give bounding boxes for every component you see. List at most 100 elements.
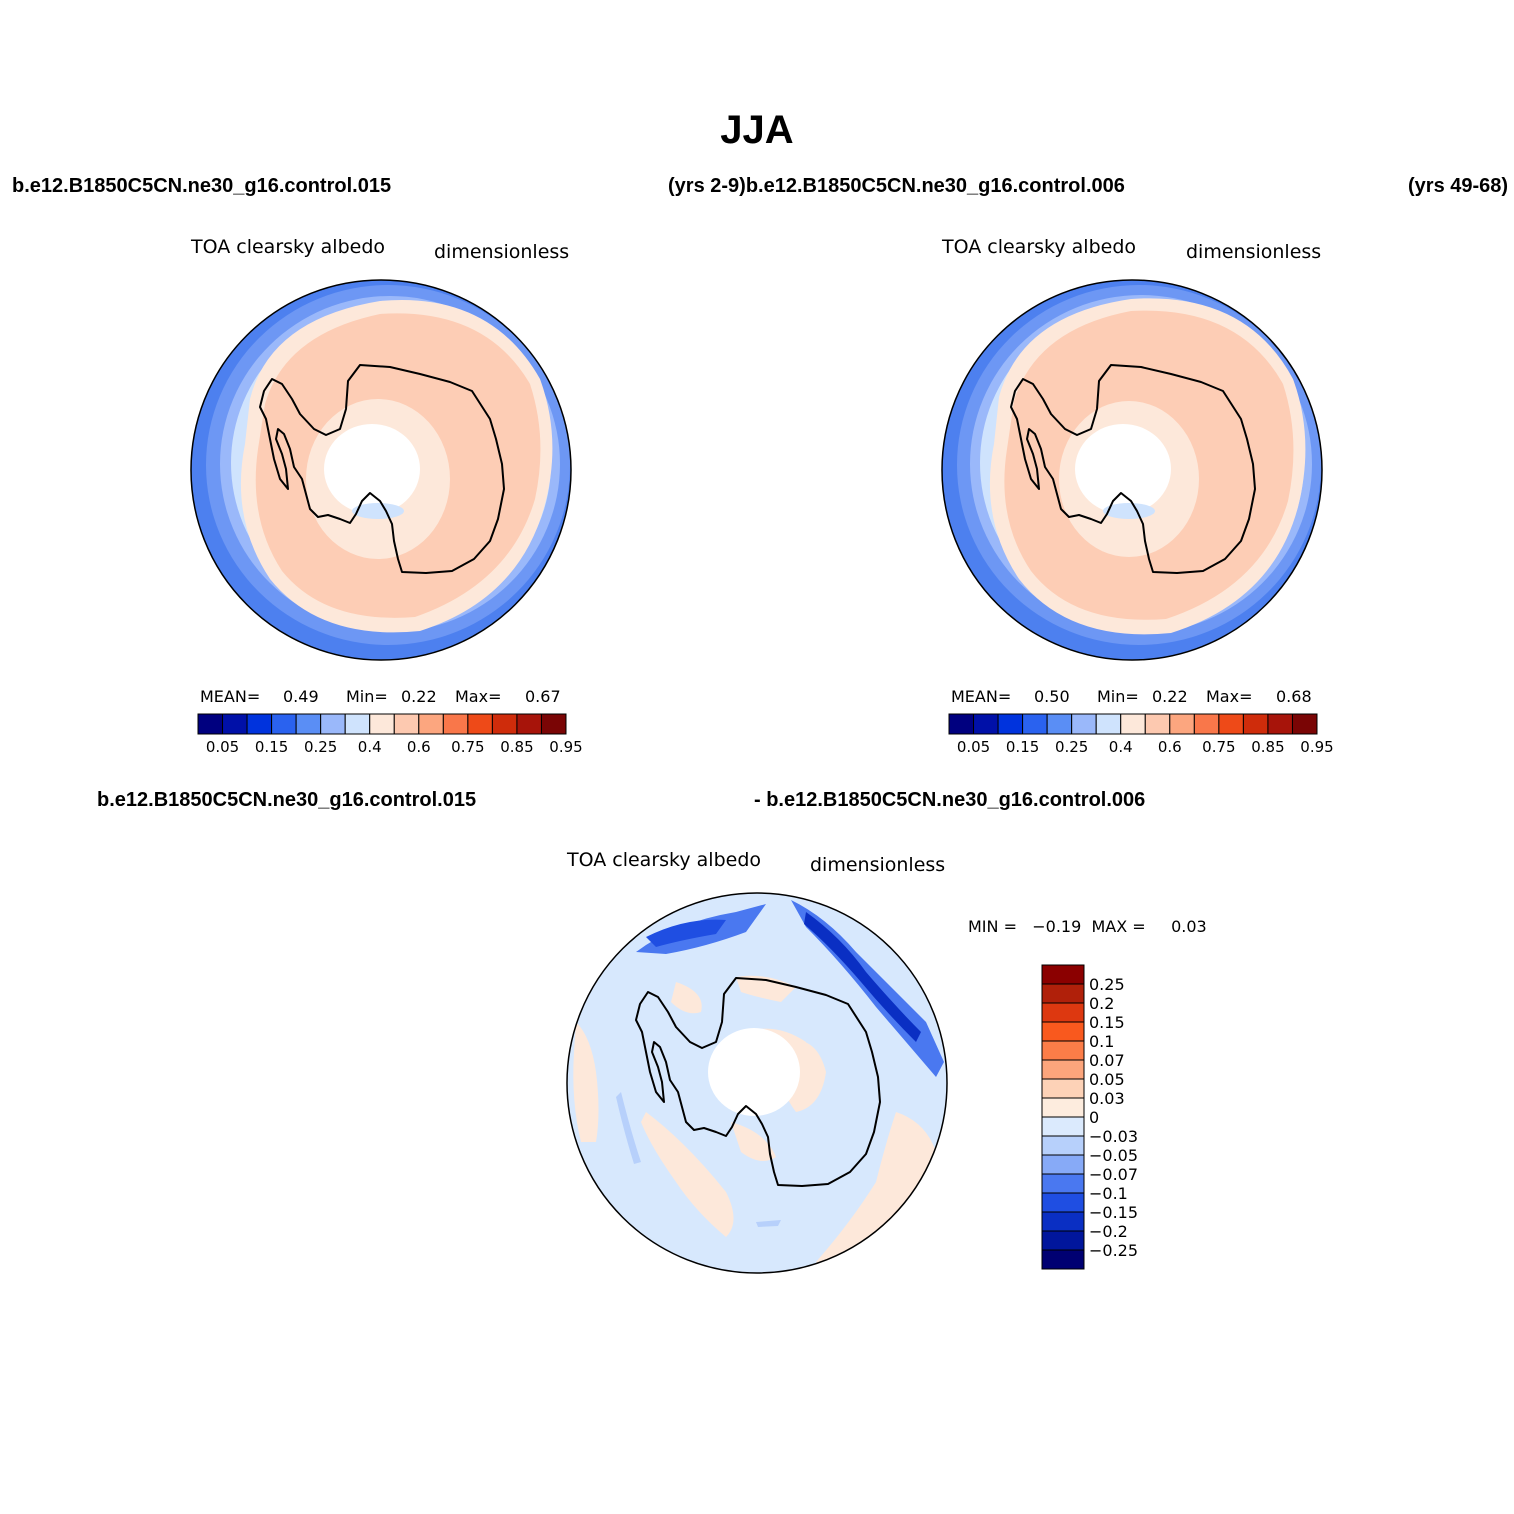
colorbar-box (1041, 1078, 1085, 1099)
colorbar-box (1041, 1040, 1085, 1061)
colorbar-tick-label: 0.85 (1251, 738, 1285, 756)
panel1-variable: TOA clearsky albedo (191, 236, 385, 258)
colorbar-box (442, 713, 469, 735)
colorbar-box (344, 713, 371, 735)
colorbar-tick-label: −0.03 (1089, 1127, 1139, 1146)
colorbar-panel2 (948, 713, 1318, 735)
panel1-mean-label: MEAN= (200, 687, 261, 706)
panel1-units: dimensionless (434, 241, 570, 263)
colorbar-tick-label: −0.15 (1089, 1203, 1139, 1222)
colorbar-box (1041, 1116, 1085, 1137)
colorbar-box (418, 713, 444, 735)
colorbar-tick-label: −0.1 (1089, 1184, 1128, 1203)
panel2-max-value: 0.68 (1276, 687, 1312, 706)
panel2-min-value: 0.22 (1152, 687, 1188, 706)
diff-case-left: b.e12.B1850C5CN.ne30_g16.control.015 (97, 789, 477, 811)
colorbar-tick-label: 0.75 (1202, 738, 1236, 756)
panel1-max-value: 0.67 (525, 687, 561, 706)
colorbar-box (1041, 1135, 1085, 1156)
colorbar-tick-label: 0.4 (1108, 738, 1133, 756)
colorbar-tick-label: 0.15 (1005, 738, 1040, 756)
colorbar-panel1 (197, 713, 567, 735)
antarctica-coastline (1010, 364, 1256, 574)
colorbar-tick-label: 0.75 (451, 738, 485, 756)
colorbar-box (997, 713, 1024, 735)
colorbar-box (1041, 1173, 1085, 1194)
panel1-mean-value: 0.49 (283, 687, 319, 706)
colorbar-box (1041, 1249, 1085, 1270)
diff-units: dimensionless (810, 854, 946, 876)
panel2-mean-value: 0.50 (1034, 687, 1070, 706)
colorbar-tick-label: −0.2 (1089, 1222, 1128, 1241)
colorbar-tick-label: −0.25 (1089, 1241, 1139, 1260)
colorbar-tick-label: 0.07 (1089, 1051, 1125, 1070)
colorbar-tick-label: 0.95 (549, 738, 583, 756)
case-name-left: b.e12.B1850C5CN.ne30_g16.control.015 (12, 175, 392, 197)
colorbar-box (393, 713, 420, 735)
colorbar-box (1193, 713, 1220, 735)
colorbar-tick-label: 0.05 (205, 738, 240, 756)
colorbar-box (1291, 713, 1318, 735)
colorbar-box (1041, 1211, 1085, 1232)
colorbar-tick-label: 0.15 (254, 738, 289, 756)
colorbar-tick-label: 0.95 (1300, 738, 1334, 756)
polar-map-difference (566, 892, 948, 1274)
colorbar-box (295, 713, 322, 735)
panel2-mean-label: MEAN= (951, 687, 1012, 706)
colorbar-box (369, 713, 395, 735)
colorbar-tick-label: 0.1 (1089, 1032, 1115, 1051)
colorbar-tick-label: 0.05 (1089, 1070, 1125, 1089)
colorbar-tick-label: 0.03 (1089, 1089, 1125, 1108)
colorbar-box (271, 713, 297, 735)
colorbar-box (222, 713, 248, 735)
colorbar-tick-label: 0.15 (1089, 1013, 1125, 1032)
case-years-right: (yrs 49-68) (1408, 175, 1509, 197)
colorbar-box (467, 713, 493, 735)
colorbar-box (948, 713, 975, 735)
polar-map-panel2 (941, 279, 1323, 661)
colorbar-box (540, 713, 567, 735)
colorbar-tick-label: 0.6 (406, 738, 431, 756)
colorbar-box (320, 713, 346, 735)
colorbar-box (1041, 1002, 1085, 1023)
colorbar-tick-label: −0.07 (1089, 1165, 1139, 1184)
colorbar-tick-label: 0.05 (956, 738, 991, 756)
colorbar-box (1041, 983, 1085, 1004)
diff-case-right: - b.e12.B1850C5CN.ne30_g16.control.006 (754, 789, 1146, 811)
colorbar-box (516, 713, 542, 735)
colorbar-tick-label: 0.4 (357, 738, 382, 756)
colorbar-box (1169, 713, 1195, 735)
colorbar-box (246, 713, 273, 735)
colorbar-box (1267, 713, 1293, 735)
antarctica-coastline (635, 977, 881, 1187)
colorbar-box (1095, 713, 1122, 735)
colorbar-tick-label: −0.05 (1089, 1146, 1139, 1165)
diff-variable: TOA clearsky albedo (567, 849, 761, 871)
colorbar-box (491, 713, 518, 735)
colorbar-tick-label: 0.25 (1089, 975, 1125, 994)
colorbar-box (1071, 713, 1097, 735)
colorbar-tick-label: 0.25 (303, 738, 338, 756)
colorbar-box (1022, 713, 1048, 735)
panel2-units: dimensionless (1186, 241, 1322, 263)
diff-minmax: MIN = −0.19 MAX = 0.03 (968, 917, 1207, 936)
colorbar-difference (1041, 964, 1085, 1270)
panel2-min-label: Min= (1097, 687, 1139, 706)
colorbar-tick-label: 0.25 (1054, 738, 1089, 756)
colorbar-tick-label: 0.2 (1089, 994, 1115, 1013)
case-name-middle: (yrs 2-9)b.e12.B1850C5CN.ne30_g16.contro… (668, 175, 1125, 197)
panel2-variable: TOA clearsky albedo (942, 236, 1136, 258)
colorbar-box (1041, 964, 1085, 985)
colorbar-tick-label: 0.6 (1157, 738, 1182, 756)
colorbar-box (1041, 1021, 1085, 1042)
colorbar-box (1041, 1230, 1085, 1251)
panel1-max-label: Max= (455, 687, 502, 706)
colorbar-box (1041, 1059, 1085, 1080)
colorbar-box (197, 713, 224, 735)
colorbar-tick-label: 0.85 (500, 738, 534, 756)
colorbar-box (1218, 713, 1244, 735)
colorbar-box (1041, 1154, 1085, 1175)
colorbar-box (1144, 713, 1171, 735)
colorbar-tick-label: 0 (1089, 1108, 1100, 1127)
colorbar-box (1041, 1097, 1085, 1118)
